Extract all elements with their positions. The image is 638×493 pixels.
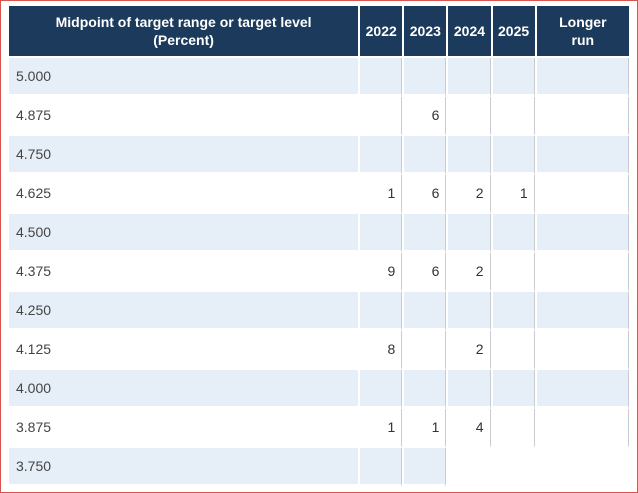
header-midpoint-line2: (Percent) — [153, 32, 214, 48]
table-row: 4.875 6 — [9, 97, 629, 136]
level-cell: 4.625 — [9, 175, 359, 214]
table-row: 3.875 1 1 4 — [9, 409, 629, 448]
cell-2025 — [492, 97, 535, 136]
dot-plot-table: Midpoint of target range or target level… — [7, 6, 631, 487]
table-row: 4.750 — [9, 136, 629, 175]
cell-2025 — [492, 292, 535, 331]
table-row: 5.000 — [9, 58, 629, 97]
cell-2024: 2 — [448, 331, 491, 370]
cell-2024: 2 — [448, 175, 491, 214]
level-cell: 4.000 — [9, 370, 359, 409]
cell-longer-run — [536, 292, 629, 331]
level-cell: 3.875 — [9, 409, 359, 448]
cell-2025 — [492, 253, 535, 292]
cell-2023 — [404, 292, 447, 331]
cell-2023: 1 — [404, 409, 447, 448]
header-2024: 2024 — [448, 6, 491, 58]
table-row: 4.625 1 6 2 1 — [9, 175, 629, 214]
cell-2024 — [448, 214, 491, 253]
header-longer-run: Longer run — [536, 6, 629, 58]
header-longer-line1: Longer — [559, 14, 607, 30]
cell-2025 — [492, 136, 535, 175]
cell-2023 — [404, 214, 447, 253]
cell-2022 — [360, 370, 403, 409]
cell-longer-run — [536, 136, 629, 175]
cell-2023: 6 — [404, 253, 447, 292]
level-cell: 5.000 — [9, 58, 359, 97]
cell-2024 — [448, 292, 491, 331]
header-midpoint-line1: Midpoint of target range or target level — [55, 14, 312, 30]
cell-2022: 1 — [360, 409, 403, 448]
level-cell: 4.250 — [9, 292, 359, 331]
header-longer-line2: run — [571, 32, 595, 48]
header-2025: 2025 — [492, 6, 535, 58]
table-row: 3.750 — [9, 448, 629, 487]
cell-2022 — [360, 292, 403, 331]
cell-longer-run — [536, 331, 629, 370]
cell-2023: 6 — [404, 97, 447, 136]
cell-2023 — [404, 370, 447, 409]
cell-2025 — [492, 58, 535, 97]
cell-2024: 4 — [448, 409, 491, 448]
level-cell: 4.125 — [9, 331, 359, 370]
table-row: 4.250 — [9, 292, 629, 331]
level-cell: 4.500 — [9, 214, 359, 253]
cell-2022 — [360, 97, 403, 136]
cell-longer-run — [536, 214, 629, 253]
cell-2023 — [404, 136, 447, 175]
cell-2022: 9 — [360, 253, 403, 292]
cell-longer-run — [536, 58, 629, 97]
cell-2024 — [448, 136, 491, 175]
cell-2022: 8 — [360, 331, 403, 370]
level-cell: 4.750 — [9, 136, 359, 175]
cell-2024 — [448, 448, 491, 487]
header-2022: 2022 — [360, 6, 403, 58]
table-row: 4.375 9 6 2 — [9, 253, 629, 292]
cell-2024 — [448, 97, 491, 136]
cell-2023 — [404, 331, 447, 370]
cell-2022 — [360, 136, 403, 175]
table-row: 4.000 — [9, 370, 629, 409]
cell-2022 — [360, 448, 403, 487]
cell-longer-run — [536, 253, 629, 292]
cell-longer-run — [536, 370, 629, 409]
cell-2023 — [404, 58, 447, 97]
cell-longer-run — [536, 97, 629, 136]
level-cell: 3.750 — [9, 448, 359, 487]
cell-longer-run — [536, 175, 629, 214]
cell-longer-run — [536, 409, 629, 448]
cell-longer-run — [536, 448, 629, 487]
cell-2022: 1 — [360, 175, 403, 214]
cell-2025 — [492, 214, 535, 253]
cell-2025 — [492, 448, 535, 487]
cell-2025 — [492, 370, 535, 409]
cell-2023: 6 — [404, 175, 447, 214]
cell-2022 — [360, 58, 403, 97]
cell-2024: 2 — [448, 253, 491, 292]
cell-2024 — [448, 370, 491, 409]
table-row: 4.125 8 2 — [9, 331, 629, 370]
cell-2025: 1 — [492, 175, 535, 214]
cell-2024 — [448, 58, 491, 97]
cell-2022 — [360, 214, 403, 253]
cell-2025 — [492, 331, 535, 370]
header-2023: 2023 — [404, 6, 447, 58]
level-cell: 4.875 — [9, 97, 359, 136]
table-row: 4.500 — [9, 214, 629, 253]
cell-2025 — [492, 409, 535, 448]
cell-2023 — [404, 448, 447, 487]
header-midpoint: Midpoint of target range or target level… — [9, 6, 359, 58]
level-cell: 4.375 — [9, 253, 359, 292]
header-row: Midpoint of target range or target level… — [9, 6, 629, 58]
